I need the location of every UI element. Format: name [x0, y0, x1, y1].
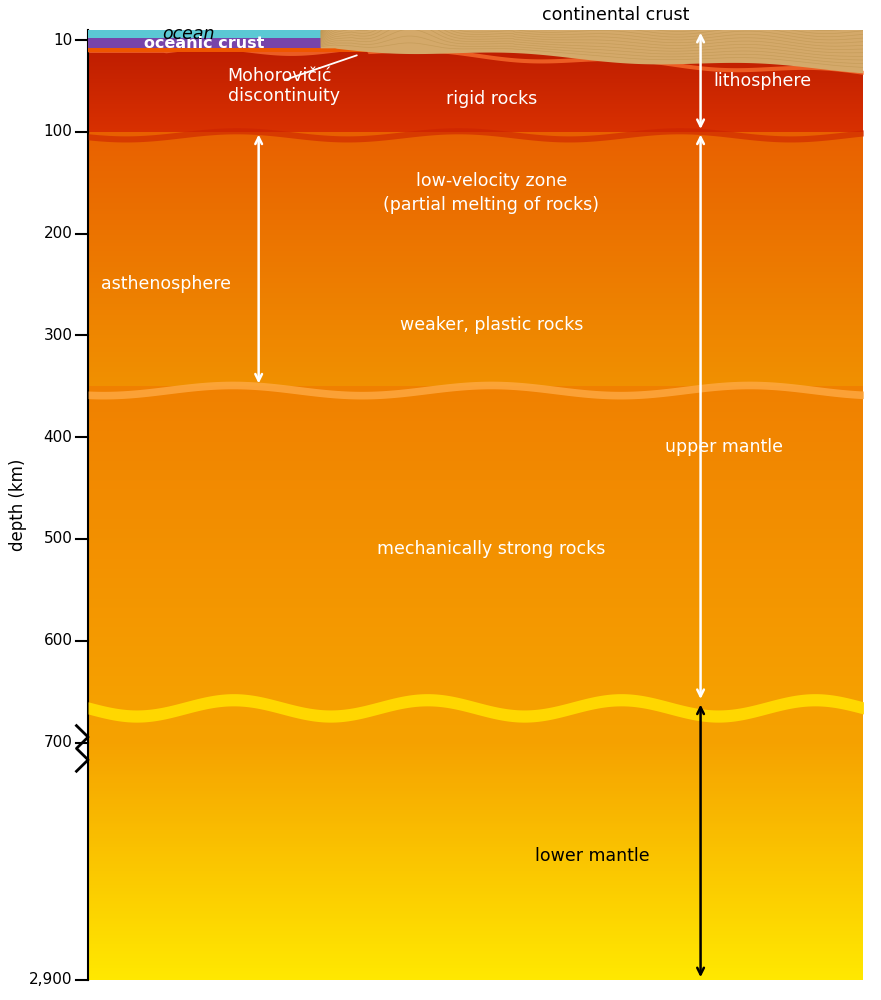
Text: 2,900: 2,900 — [29, 972, 72, 988]
Text: oceanic crust: oceanic crust — [144, 36, 264, 51]
Text: 400: 400 — [44, 430, 72, 445]
Polygon shape — [88, 6, 367, 38]
Text: 500: 500 — [44, 531, 72, 546]
Text: 700: 700 — [44, 735, 72, 750]
Text: lower mantle: lower mantle — [535, 847, 649, 865]
Polygon shape — [88, 38, 367, 48]
Text: low-velocity zone
(partial melting of rocks): low-velocity zone (partial melting of ro… — [383, 172, 599, 214]
Text: rigid rocks: rigid rocks — [446, 90, 537, 108]
Text: 200: 200 — [44, 226, 72, 241]
Text: continental crust: continental crust — [542, 6, 689, 24]
Text: 600: 600 — [43, 633, 72, 648]
Text: asthenosphere: asthenosphere — [100, 275, 231, 293]
Text: ocean: ocean — [163, 25, 215, 43]
Text: Mohorovičić
discontinuity: Mohorovičić discontinuity — [227, 67, 340, 105]
Text: depth (km): depth (km) — [10, 459, 27, 551]
Text: weaker, plastic rocks: weaker, plastic rocks — [400, 316, 583, 334]
Text: 300: 300 — [43, 328, 72, 343]
Polygon shape — [321, 0, 863, 73]
Text: upper mantle: upper mantle — [665, 438, 783, 456]
Text: 100: 100 — [44, 124, 72, 139]
Text: 10: 10 — [54, 33, 72, 48]
Text: mechanically strong rocks: mechanically strong rocks — [377, 540, 605, 558]
Text: lithosphere: lithosphere — [714, 72, 811, 90]
